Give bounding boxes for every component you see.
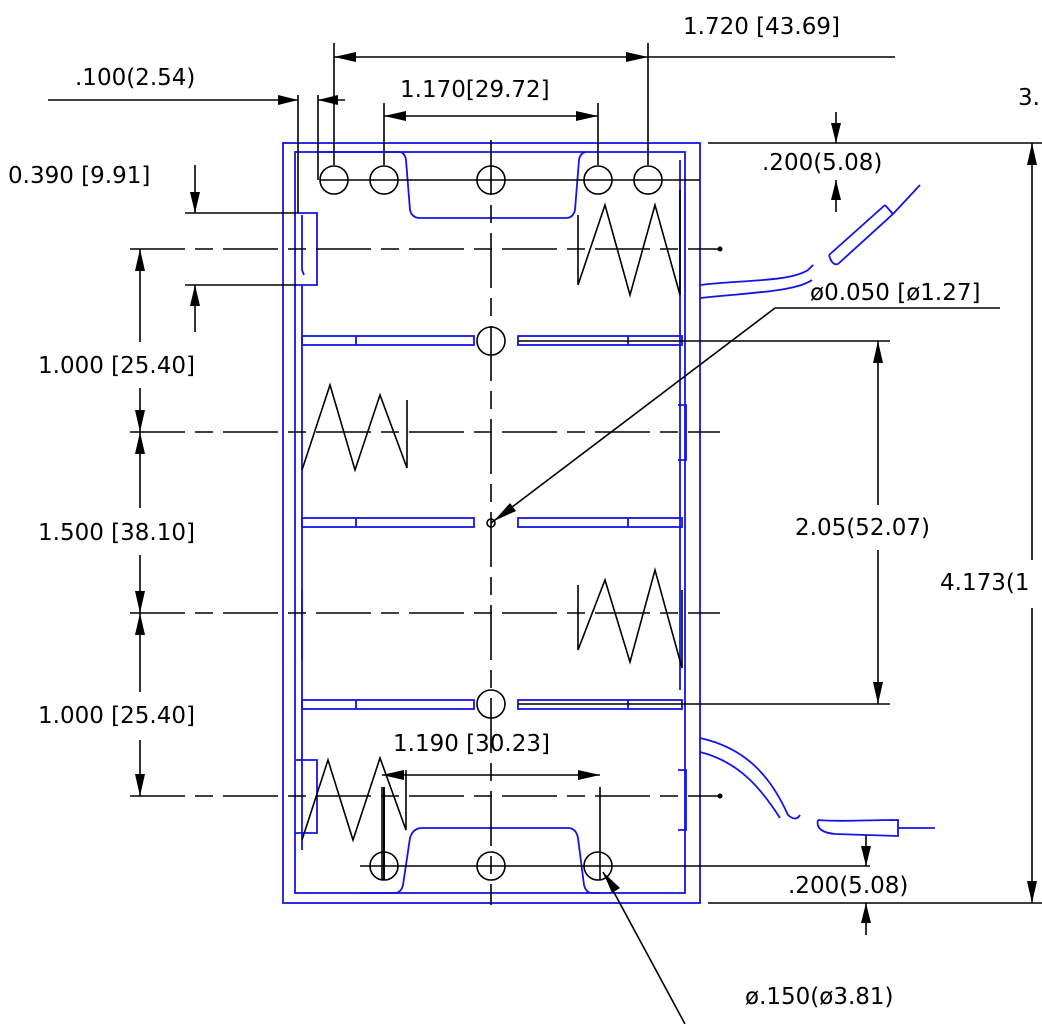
- overall-height-label: 4.173(1: [940, 570, 1029, 596]
- right-clip-bottom: [678, 769, 687, 831]
- lead-wire-top: [699, 264, 814, 299]
- top-margin-label: .200(5.08): [762, 150, 882, 176]
- hole-spacing-top-label: 1.170[29.72]: [400, 77, 550, 103]
- spring-upper-left: [301, 382, 408, 473]
- bottom-margin-label: .200(5.08): [788, 873, 908, 899]
- contact-springs: [301, 190, 683, 843]
- holder-inner-outline: [294, 151, 686, 894]
- overall-width-label: 1.720 [43.69]: [683, 14, 840, 40]
- dimension-labels: 1.720 [43.69] 1.170[29.72] .100(2.54) 0.…: [8, 14, 1040, 1010]
- tab-height-label: 0.390 [9.91]: [8, 163, 150, 189]
- pitch-lower-label: 1.000 [25.40]: [38, 703, 195, 729]
- right-partial-label: 3.: [1018, 85, 1040, 111]
- lead-wire-top-end: [828, 184, 921, 266]
- dimension-lines: [48, 43, 1042, 1024]
- right-clip-middle: [678, 404, 687, 461]
- bottom-notch: [360, 827, 600, 894]
- lead-wire-bottom-end: [816, 819, 935, 837]
- lead-wire-bottom: [699, 737, 801, 820]
- left-rib-1: [301, 215, 305, 276]
- top-notch: [321, 151, 587, 219]
- pitch-upper-label: 1.000 [25.40]: [38, 353, 195, 379]
- cell-separator-2: [301, 517, 683, 528]
- spring-top-right: [577, 190, 681, 298]
- hole-spacing-bottom-label: 1.190 [30.23]: [393, 731, 550, 757]
- spring-lower-right: [577, 566, 683, 669]
- mount-hole-diameter-label: ø.150(ø3.81): [745, 984, 894, 1010]
- center-span-label: 2.05(52.07): [795, 515, 930, 541]
- pin-diameter-label: ø0.050 [ø1.27]: [810, 280, 980, 306]
- spring-bottom-left: [301, 755, 407, 843]
- pitch-middle-label: 1.500 [38.10]: [38, 520, 195, 546]
- edge-offset-label: .100(2.54): [75, 65, 195, 91]
